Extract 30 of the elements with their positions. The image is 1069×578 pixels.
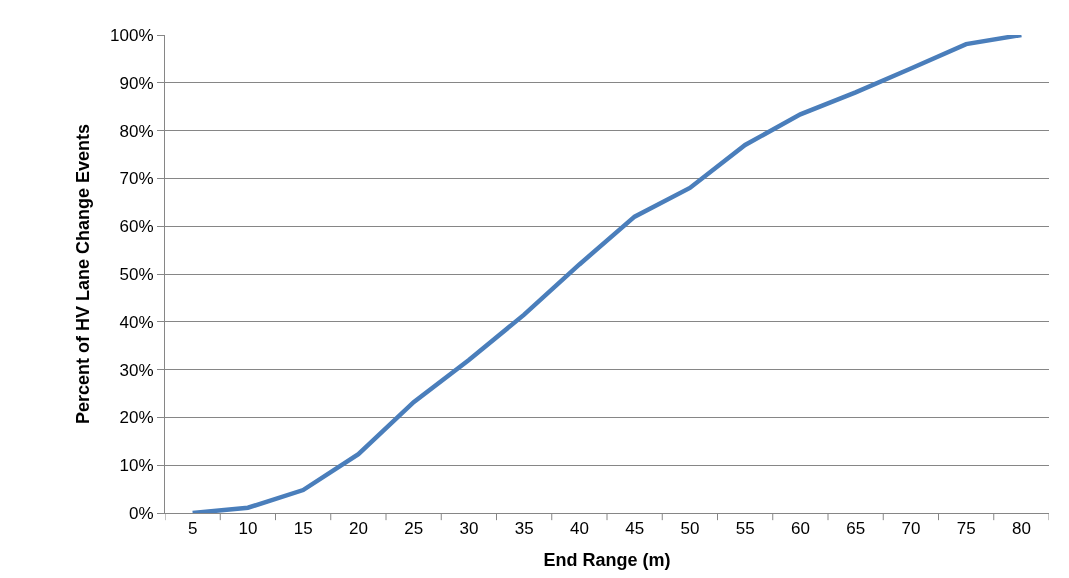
y-tick-label: 0% (129, 503, 154, 523)
y-tick-label: 10% (119, 456, 154, 476)
line-series (190, 35, 1024, 513)
x-tick-label: 35 (514, 519, 534, 539)
x-tick-label: 60 (790, 519, 810, 539)
y-tick-label: 20% (119, 408, 154, 428)
x-tick-label: 25 (404, 519, 424, 539)
y-tick-label: 80% (119, 121, 154, 141)
y-tick-label: 100% (110, 25, 154, 45)
x-tick-label: 70 (901, 519, 921, 539)
y-tick-label: 40% (119, 312, 154, 332)
x-tick-label: 10 (238, 519, 258, 539)
x-tick-label: 75 (956, 519, 976, 539)
y-tick-label: 30% (119, 360, 154, 380)
y-axis-title: Percent of HV Lane Change Events (73, 123, 94, 425)
y-tick-label: 60% (119, 217, 154, 237)
x-tick-label: 80 (1011, 519, 1031, 539)
x-tick-label: 20 (348, 519, 368, 539)
x-tick-label: 45 (625, 519, 645, 539)
x-axis-title: End Range (m) (543, 549, 671, 570)
x-tick-label: 15 (293, 519, 313, 539)
x-tick-label: 65 (846, 519, 866, 539)
x-tick-label: 50 (680, 519, 700, 539)
y-tick-label: 70% (119, 169, 154, 189)
x-tick-label: 55 (735, 519, 755, 539)
y-tick-label: 90% (119, 73, 154, 93)
x-tick-label: 30 (459, 519, 479, 539)
y-tick-label: 50% (119, 264, 154, 284)
x-tick-label: 40 (569, 519, 589, 539)
x-tick-label: 5 (187, 519, 198, 539)
